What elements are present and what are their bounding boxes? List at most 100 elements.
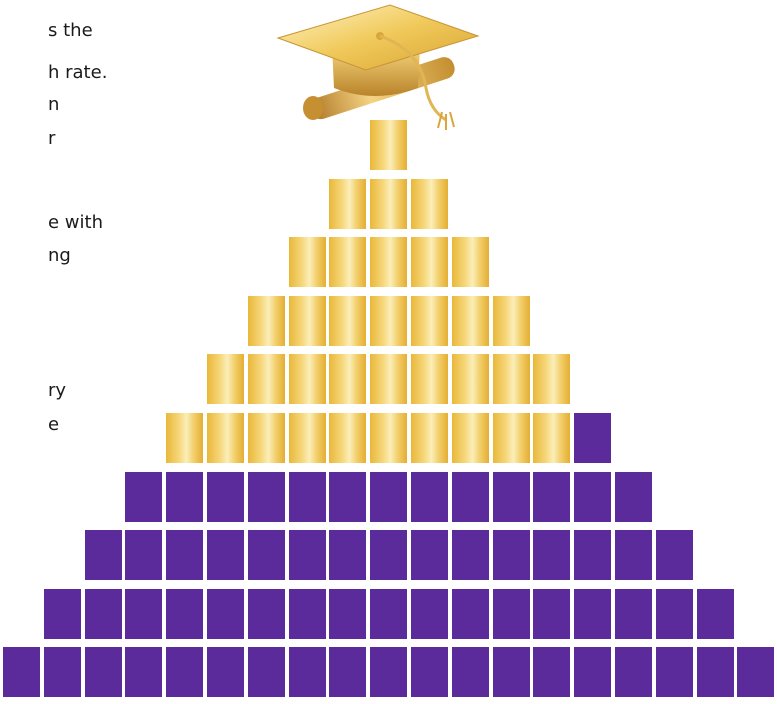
pyramid-block-purple [410, 588, 448, 639]
pyramid-block-purple [614, 471, 652, 522]
pyramid-block-purple [43, 647, 81, 698]
pyramid-block-purple [451, 471, 489, 522]
pyramid-block-purple [288, 588, 326, 639]
pyramid-block-gold [247, 413, 285, 463]
pyramid-block-purple [410, 530, 448, 581]
pyramid-block-purple [288, 647, 326, 698]
pyramid-block-purple [655, 530, 693, 581]
pyramid-block-purple [206, 647, 244, 698]
pyramid-block-gold [492, 354, 530, 405]
pyramid-block-gold [410, 413, 448, 463]
text-fragment: e [48, 414, 60, 435]
pyramid-block-purple [614, 588, 652, 639]
pyramid-block-gold [288, 237, 326, 288]
pyramid-block-purple [43, 588, 81, 639]
pyramid-block-gold [288, 354, 326, 405]
pyramid-block-gold [247, 295, 285, 346]
pyramid-block-purple [696, 588, 734, 639]
pyramid-block-purple [125, 588, 163, 639]
pyramid-block-gold [370, 295, 408, 346]
pyramid-block-purple [206, 471, 244, 522]
pyramid-block-purple [206, 588, 244, 639]
pyramid-block-purple [696, 647, 734, 698]
graduation-cap-diploma-icon [276, 4, 480, 130]
pyramid-block-purple [574, 471, 612, 522]
text-fragment: r [48, 128, 56, 149]
pyramid-block-purple [370, 530, 408, 581]
pyramid-block-purple [574, 413, 612, 463]
pyramid-block-gold [451, 354, 489, 405]
text-fragment: s the [48, 20, 93, 41]
pyramid-block-purple [2, 647, 40, 698]
pyramid-block-gold [451, 413, 489, 463]
pyramid-block-purple [574, 530, 612, 581]
pyramid-block-purple [329, 647, 367, 698]
pyramid-block-purple [370, 647, 408, 698]
text-fragment: n [48, 94, 60, 115]
pyramid-block-gold [370, 178, 408, 229]
pyramid-block-purple [451, 588, 489, 639]
pyramid-block-purple [125, 471, 163, 522]
pyramid-block-purple [329, 471, 367, 522]
pyramid-block-purple [166, 588, 204, 639]
pyramid-block-purple [655, 588, 693, 639]
pyramid-block-purple [533, 471, 571, 522]
pyramid-block-purple [370, 588, 408, 639]
pyramid-block-purple [84, 588, 122, 639]
pyramid-block-purple [288, 471, 326, 522]
text-fragment: h rate. [48, 62, 108, 83]
pyramid-block-purple [206, 530, 244, 581]
pyramid-block-gold [533, 354, 571, 405]
pyramid-block-gold [329, 413, 367, 463]
pyramid-block-purple [533, 588, 571, 639]
pyramid-block-purple [451, 647, 489, 698]
pyramid-block-gold [329, 237, 367, 288]
pyramid-block-gold [329, 295, 367, 346]
pyramid-block-purple [247, 471, 285, 522]
pyramid-block-gold [370, 237, 408, 288]
pyramid-block-purple [533, 530, 571, 581]
pyramid-block-gold [166, 413, 204, 463]
pyramid-block-gold [288, 413, 326, 463]
pyramid-block-purple [614, 530, 652, 581]
pyramid-block-gold [288, 295, 326, 346]
pyramid-block-purple [410, 471, 448, 522]
pyramid-block-gold [329, 354, 367, 405]
text-fragment: ng [48, 245, 71, 266]
pyramid-block-purple [247, 647, 285, 698]
pyramid-block-gold [370, 413, 408, 463]
pyramid-block-gold [370, 120, 408, 170]
pyramid-block-purple [166, 647, 204, 698]
pyramid-block-gold [410, 237, 448, 288]
pyramid-block-purple [492, 471, 530, 522]
pyramid-block-purple [410, 647, 448, 698]
pyramid-block-purple [84, 530, 122, 581]
pyramid-block-purple [574, 647, 612, 698]
pyramid-block-purple [166, 471, 204, 522]
pyramid-block-purple [492, 530, 530, 581]
pyramid-block-purple [125, 647, 163, 698]
text-fragment: ry [48, 380, 67, 401]
pyramid-block-gold [247, 354, 285, 405]
pyramid-block-purple [288, 530, 326, 581]
pyramid-block-purple [451, 530, 489, 581]
pyramid-block-purple [574, 588, 612, 639]
pyramid-block-purple [125, 530, 163, 581]
pyramid-block-gold [410, 178, 448, 229]
pyramid-block-purple [737, 647, 775, 698]
pyramid-block-purple [247, 530, 285, 581]
text-fragment: e with [48, 212, 103, 233]
pyramid-block-purple [370, 471, 408, 522]
pyramid-block-gold [206, 413, 244, 463]
pyramid-block-gold [206, 354, 244, 405]
pyramid-block-gold [492, 295, 530, 346]
pyramid-block-gold [533, 413, 571, 463]
pyramid-block-gold [492, 413, 530, 463]
pyramid-block-gold [410, 295, 448, 346]
pyramid-block-gold [410, 354, 448, 405]
pyramid-block-purple [492, 588, 530, 639]
pyramid-block-purple [655, 647, 693, 698]
pyramid-block-gold [370, 354, 408, 405]
pyramid-block-gold [329, 178, 367, 229]
